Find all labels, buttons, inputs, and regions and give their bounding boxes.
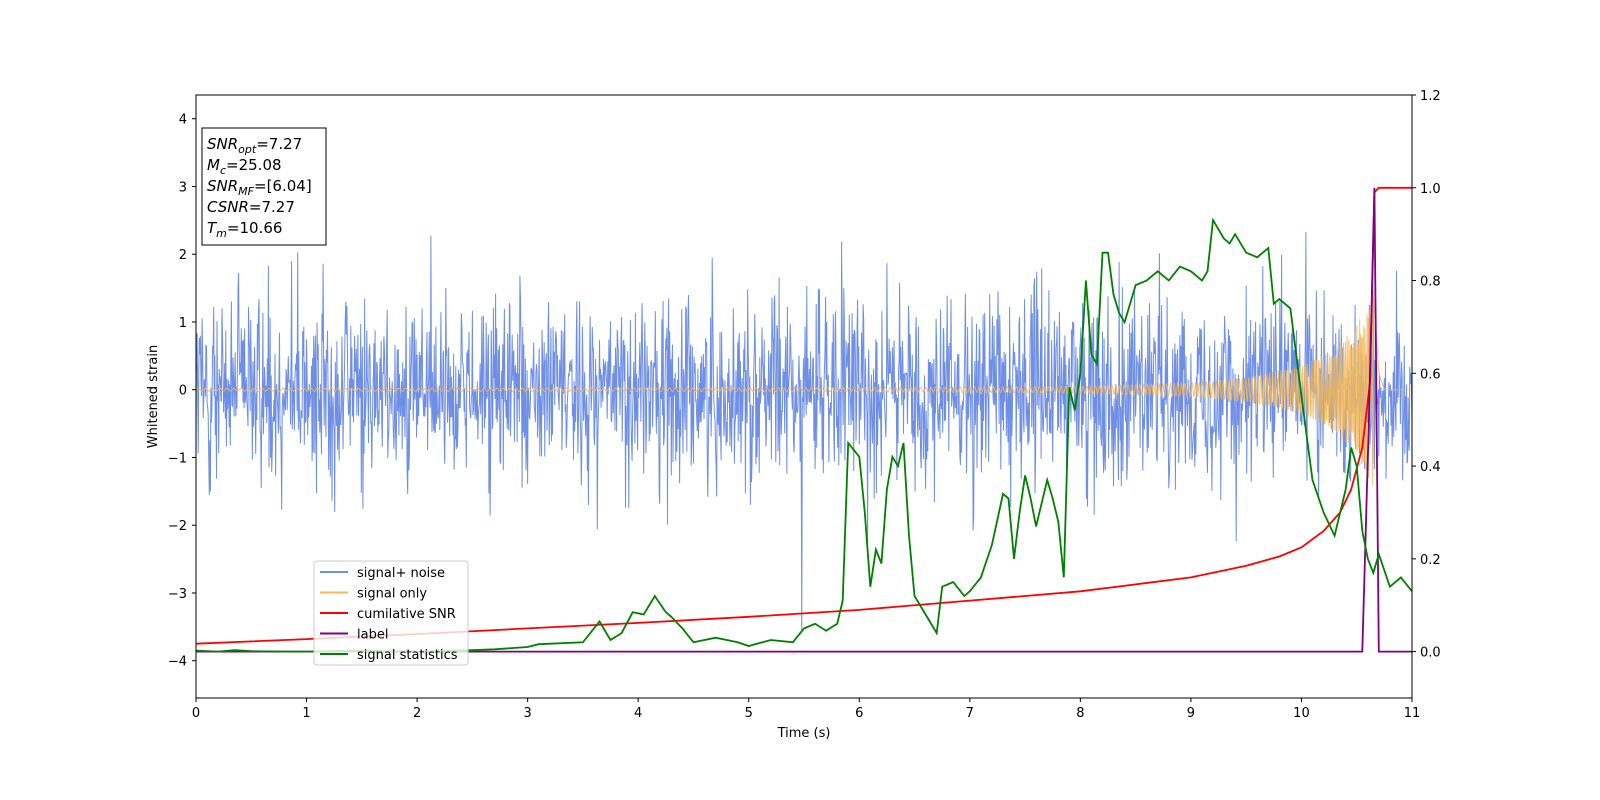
x-tick-label: 10 bbox=[1293, 706, 1310, 721]
x-tick-label: 6 bbox=[855, 706, 863, 721]
info-line: Tm=10.66 bbox=[207, 219, 282, 240]
x-tick-label: 8 bbox=[1076, 706, 1084, 721]
x-tick-label: 1 bbox=[302, 706, 310, 721]
y-tick-label-left: 0 bbox=[179, 384, 187, 399]
x-tick-label: 4 bbox=[634, 706, 642, 721]
x-tick-label: 11 bbox=[1404, 706, 1421, 721]
legend-label: signal only bbox=[357, 587, 427, 602]
info-box-frame bbox=[201, 127, 327, 246]
legend: signal+ noise signal only cumilative SNR la… bbox=[313, 560, 469, 666]
legend-label: cumilative SNR bbox=[357, 607, 456, 622]
y-tick-label-right: 0.2 bbox=[1420, 553, 1441, 568]
legend-label: signal+ noise bbox=[357, 566, 445, 581]
y-tick-label-right: 0.6 bbox=[1420, 367, 1441, 382]
x-tick-label: 9 bbox=[1187, 706, 1195, 721]
plot-area bbox=[196, 186, 1412, 653]
y-tick-label-left: 1 bbox=[179, 316, 187, 331]
y-tick-label-right: 1.2 bbox=[1420, 89, 1441, 104]
y-tick-label-left: 3 bbox=[179, 180, 187, 195]
y-tick-label-left: 2 bbox=[179, 248, 187, 263]
y-tick-label-left: −2 bbox=[168, 519, 187, 534]
y-axis-label: Whitened strain bbox=[146, 345, 161, 448]
x-tick-label: 3 bbox=[523, 706, 531, 721]
series-signal-noise bbox=[196, 231, 1412, 631]
series-signal-only bbox=[196, 290, 1412, 486]
y-tick-label-right: 1.0 bbox=[1420, 182, 1441, 197]
y-tick-label-left: −4 bbox=[168, 655, 187, 670]
legend-label: signal statistics bbox=[357, 648, 458, 663]
legend-label: label bbox=[357, 628, 388, 643]
x-tick-label: 2 bbox=[413, 706, 421, 721]
info-box: SNRopt=7.27Mc=25.08SNRMF=[6.04]CSNR=7.27… bbox=[201, 127, 327, 246]
info-line: SNRopt=7.27 bbox=[207, 135, 302, 156]
ticks: 0 1 2 3 4 5 6 7 8 9 10 11 −4 −3 −2 −1 0 1 2 3 4 0.0 0.2 0.4 0.6 0… bbox=[168, 89, 1441, 721]
y-tick-label-right: 0.8 bbox=[1420, 275, 1441, 290]
y-tick-label-right: 0.0 bbox=[1420, 646, 1441, 661]
y-tick-label-left: −3 bbox=[168, 587, 187, 602]
legend-frame bbox=[313, 560, 469, 666]
info-line: Mc=25.08 bbox=[207, 156, 282, 177]
x-tick-label: 5 bbox=[745, 706, 753, 721]
x-axis-label: Time (s) bbox=[777, 726, 831, 741]
info-line: CSNR=7.27 bbox=[207, 198, 295, 216]
x-tick-label: 0 bbox=[192, 706, 200, 721]
y-tick-label-right: 0.4 bbox=[1420, 460, 1441, 475]
y-tick-label-left: 4 bbox=[179, 113, 187, 128]
info-line: SNRMF=[6.04] bbox=[207, 177, 312, 198]
series-label bbox=[196, 187, 1412, 653]
x-tick-label: 7 bbox=[966, 706, 974, 721]
y-tick-label-left: −1 bbox=[168, 451, 187, 466]
axes-frame bbox=[195, 94, 1413, 699]
series-signal-statistics bbox=[196, 217, 1412, 653]
